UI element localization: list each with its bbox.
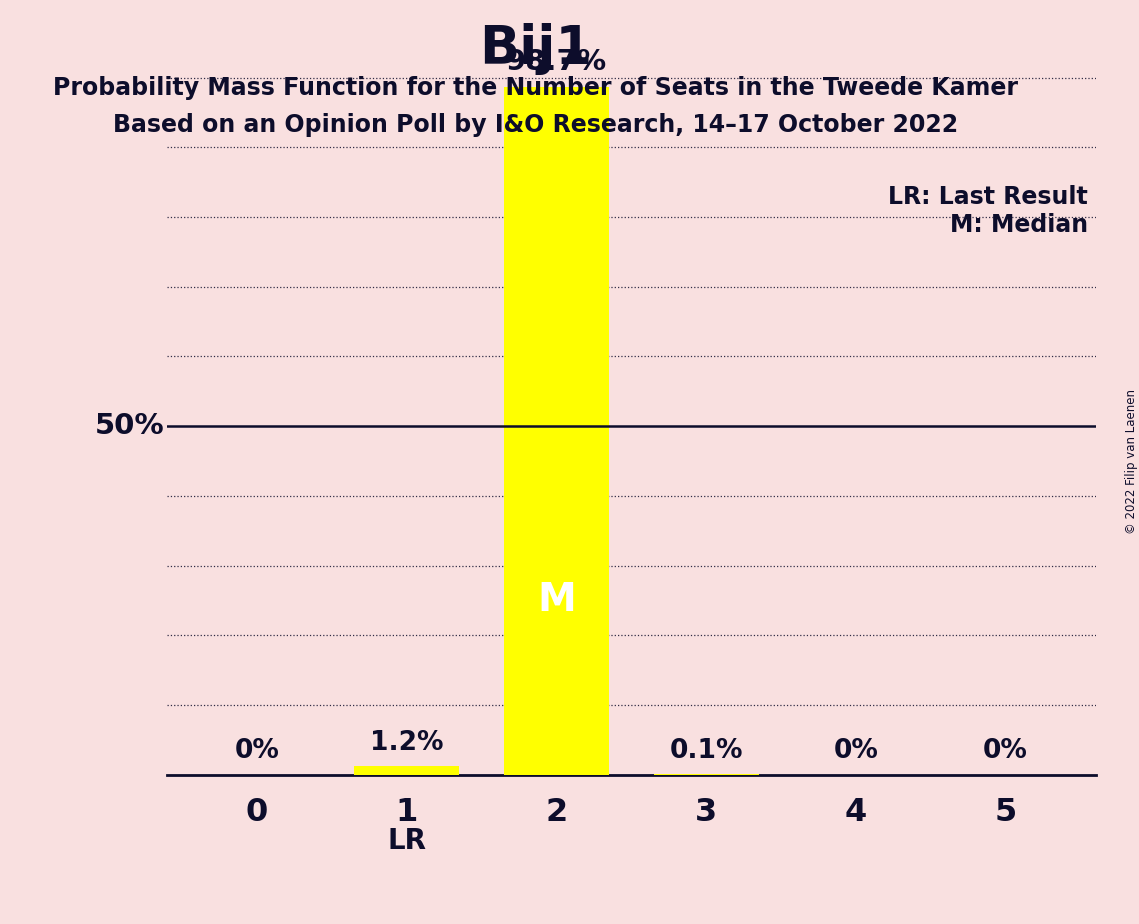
Text: 0%: 0% <box>235 738 279 764</box>
Text: 0.1%: 0.1% <box>670 737 743 763</box>
Text: Bij1: Bij1 <box>478 23 592 75</box>
Text: LR: LR <box>387 827 426 855</box>
Text: Probability Mass Function for the Number of Seats in the Tweede Kamer: Probability Mass Function for the Number… <box>52 76 1018 100</box>
Text: © 2022 Filip van Laenen: © 2022 Filip van Laenen <box>1124 390 1138 534</box>
Text: M: M <box>538 581 576 619</box>
Text: 98.7%: 98.7% <box>506 48 607 76</box>
Text: 50%: 50% <box>95 412 164 440</box>
Text: LR: Last Result: LR: Last Result <box>888 185 1088 209</box>
Text: Based on an Opinion Poll by I&O Research, 14–17 October 2022: Based on an Opinion Poll by I&O Research… <box>113 113 958 137</box>
Text: 0%: 0% <box>983 738 1029 764</box>
Bar <box>354 766 459 774</box>
Text: 0%: 0% <box>834 738 878 764</box>
Bar <box>505 87 609 774</box>
Text: 1.2%: 1.2% <box>370 730 443 756</box>
Text: M: Median: M: Median <box>950 213 1088 237</box>
